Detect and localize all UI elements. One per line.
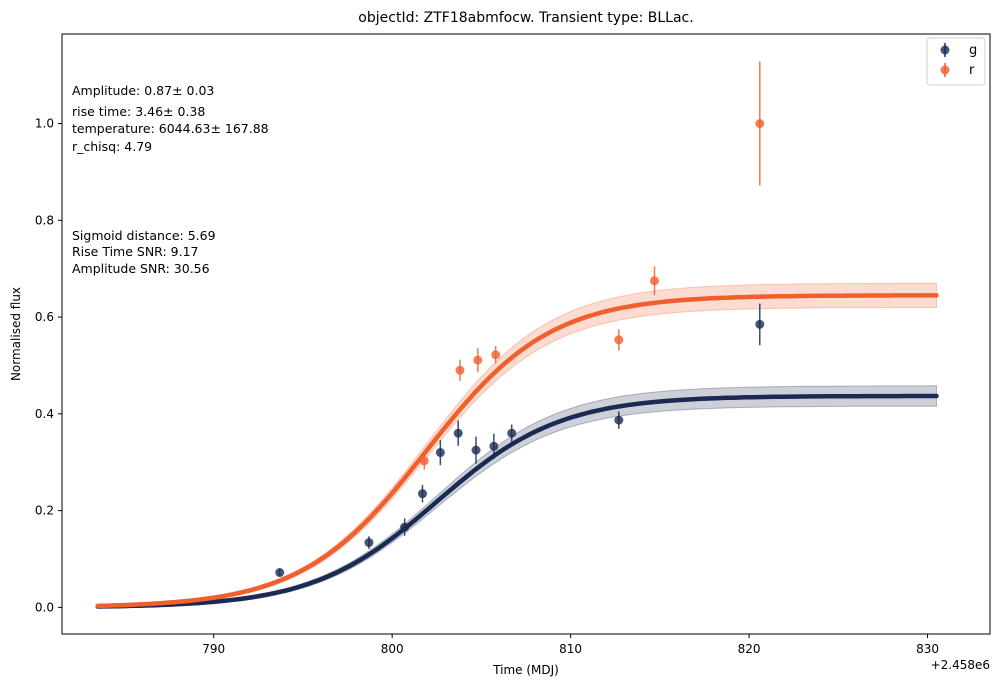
x-offset-text: +2.458e6 xyxy=(931,658,990,672)
y-tick-label: 0.6 xyxy=(35,310,54,324)
data-point-g xyxy=(364,538,374,548)
x-tick-label: 820 xyxy=(738,642,761,656)
data-point-r xyxy=(614,335,624,345)
data-point-g xyxy=(435,448,445,458)
y-tick-label: 0.4 xyxy=(35,407,54,421)
data-point-r xyxy=(649,276,659,286)
annotation-line: temperature: 6044.63± 167.88 xyxy=(72,121,269,136)
fit-curve-r xyxy=(95,293,939,609)
fit-annotation: Amplitude: 0.87± 0.03 rise time: 3.46± 0… xyxy=(72,83,269,154)
data-point-g xyxy=(400,522,410,532)
y-tick-label: 0.0 xyxy=(35,600,54,614)
annotation-line: Amplitude SNR: 30.56 xyxy=(72,261,210,276)
annotation-line: r_chisq: 4.79 xyxy=(72,139,152,154)
fit-band-r xyxy=(97,282,937,608)
x-tick-label: 830 xyxy=(916,642,939,656)
x-axis-label: Time (MDJ) xyxy=(492,663,559,677)
legend-marker-r xyxy=(940,65,950,75)
data-point-g xyxy=(489,441,499,451)
y-tick-label: 0.8 xyxy=(35,213,54,227)
data-point-g xyxy=(453,428,463,438)
data-point-g xyxy=(507,428,517,438)
fit-bands xyxy=(97,282,937,608)
data-point-r xyxy=(473,355,483,365)
fit-band-g xyxy=(97,385,937,608)
data-point-r xyxy=(455,365,465,375)
y-tick-label: 0.2 xyxy=(35,504,54,518)
legend-label-g: g xyxy=(969,43,977,58)
legend-label-r: r xyxy=(969,63,975,78)
annotation-line: Amplitude: 0.87± 0.03 xyxy=(72,83,214,98)
snr-annotation: Sigmoid distance: 5.69 Rise Time SNR: 9.… xyxy=(72,228,216,276)
annotation-line: Sigmoid distance: 5.69 xyxy=(72,228,216,243)
y-axis-label: Normalised flux xyxy=(9,287,23,381)
fit-curves xyxy=(95,293,939,609)
annotation-line: Rise Time SNR: 9.17 xyxy=(72,244,199,259)
data-point-g xyxy=(471,445,481,455)
legend-marker-g xyxy=(940,45,950,55)
plot-frame xyxy=(61,33,991,635)
x-axis: 790 800 810 820 830 xyxy=(202,634,939,656)
data-point-r xyxy=(755,119,765,129)
data-points xyxy=(275,61,765,578)
y-tick-label: 1.0 xyxy=(35,117,54,131)
data-point-r xyxy=(491,350,501,360)
y-axis: 0.0 0.2 0.4 0.6 0.8 1.0 xyxy=(35,117,62,614)
data-point-g xyxy=(417,489,427,499)
data-point-g xyxy=(755,319,765,329)
data-point-g xyxy=(614,415,624,425)
chart-title: objectId: ZTF18abmfocw. Transient type: … xyxy=(358,10,693,26)
x-tick-label: 800 xyxy=(381,642,404,656)
annotation-line: rise time: 3.46± 0.38 xyxy=(72,104,205,119)
fit-curve-g xyxy=(95,393,939,609)
legend: gr xyxy=(926,37,986,86)
x-tick-label: 790 xyxy=(202,642,225,656)
data-point-r xyxy=(419,456,429,466)
x-tick-label: 810 xyxy=(559,642,582,656)
data-point-g xyxy=(275,568,285,578)
